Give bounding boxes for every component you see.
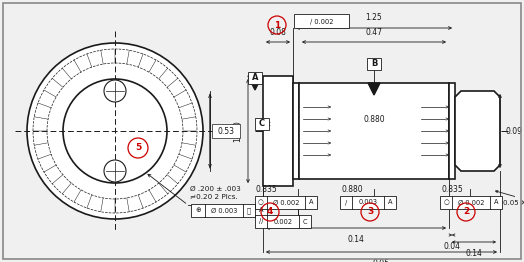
Text: ∕: ∕ <box>345 199 347 205</box>
Bar <box>340 196 396 209</box>
Text: 0.04: 0.04 <box>443 242 461 251</box>
Text: Ø 0.003: Ø 0.003 <box>211 208 237 214</box>
Bar <box>255 196 317 209</box>
Text: 1.25: 1.25 <box>366 13 383 22</box>
Text: Ø .200 ± .003: Ø .200 ± .003 <box>190 186 241 192</box>
Text: Ø 0.002: Ø 0.002 <box>458 199 484 205</box>
Bar <box>299 83 449 179</box>
Text: 1: 1 <box>274 20 280 30</box>
Text: Ⓜ: Ⓜ <box>247 207 251 214</box>
Text: 1.000: 1.000 <box>233 120 242 142</box>
Bar <box>255 118 269 130</box>
Circle shape <box>104 80 126 102</box>
Text: ○: ○ <box>258 199 264 205</box>
Text: 0.53: 0.53 <box>217 127 235 135</box>
Circle shape <box>104 160 126 182</box>
Text: C: C <box>303 219 307 225</box>
Text: 0.835: 0.835 <box>441 185 463 194</box>
Bar <box>293 83 299 179</box>
Text: 0.47: 0.47 <box>366 28 383 37</box>
Circle shape <box>27 43 203 219</box>
Text: 0.880: 0.880 <box>341 185 363 194</box>
Text: 0.14: 0.14 <box>347 235 364 244</box>
Bar <box>294 14 349 28</box>
Bar <box>440 196 502 209</box>
Polygon shape <box>455 91 500 171</box>
Text: 0.05 X 45° Chamfer: 0.05 X 45° Chamfer <box>496 190 524 206</box>
Text: 0.003: 0.003 <box>358 199 377 205</box>
Text: 0.002: 0.002 <box>274 219 292 225</box>
Text: 0.08: 0.08 <box>269 28 287 37</box>
Bar <box>367 58 381 70</box>
Text: 0.835: 0.835 <box>256 185 278 194</box>
Text: Ø 0.002: Ø 0.002 <box>273 199 299 205</box>
Text: //: // <box>259 219 263 225</box>
Bar <box>449 83 455 179</box>
Bar <box>191 204 267 217</box>
Text: A: A <box>388 199 392 205</box>
Text: 0.14: 0.14 <box>465 249 483 258</box>
Text: 0.880: 0.880 <box>363 116 385 124</box>
Text: 5: 5 <box>135 144 141 152</box>
Text: A: A <box>252 74 258 83</box>
Polygon shape <box>368 83 380 95</box>
Text: ○: ○ <box>443 199 449 205</box>
Text: 0.95: 0.95 <box>373 259 389 262</box>
Text: ≓0.20 2 Plcs.: ≓0.20 2 Plcs. <box>190 194 238 200</box>
Text: 0.09: 0.09 <box>505 127 522 135</box>
Text: ∕ 0.002: ∕ 0.002 <box>310 18 333 24</box>
Text: A: A <box>309 199 313 205</box>
Text: A: A <box>259 208 263 214</box>
Bar <box>212 124 240 138</box>
Text: ⊕: ⊕ <box>195 208 201 214</box>
Text: 4: 4 <box>267 208 273 216</box>
Text: 2: 2 <box>463 208 469 216</box>
Bar <box>263 76 293 186</box>
Text: B: B <box>371 59 377 68</box>
Text: A: A <box>494 199 498 205</box>
Text: 3: 3 <box>367 208 373 216</box>
Polygon shape <box>248 76 262 90</box>
Text: C: C <box>259 119 265 128</box>
Bar <box>248 72 262 84</box>
Bar <box>255 215 311 228</box>
